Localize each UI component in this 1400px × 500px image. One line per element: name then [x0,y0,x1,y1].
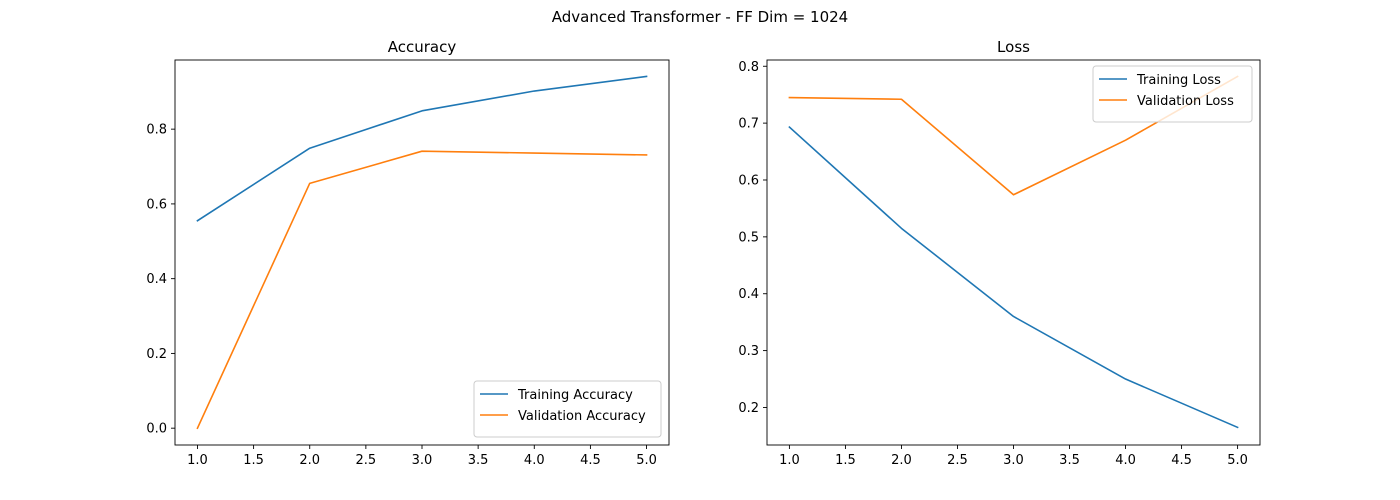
y-tick-label: 0.2 [738,401,759,416]
y-tick-label: 0.0 [146,422,167,437]
y-tick-label: 0.3 [738,344,759,359]
legend-entry: Validation Loss [1137,94,1234,109]
x-tick-label: 4.5 [580,453,601,468]
y-tick-label: 0.8 [146,123,167,138]
x-tick-label: 3.0 [412,453,433,468]
axes-title: Loss [997,38,1030,56]
y-tick-label: 0.7 [738,117,759,132]
x-tick-label: 4.0 [524,453,545,468]
axes-2: Loss 1.0 1.5 2.0 2.5 3.0 3.5 4.0 4.5 5.0 0.2 0.3 0.4… [738,38,1261,468]
x-tick-label: 5.0 [636,453,657,468]
x-tick-label: 2.0 [891,453,912,468]
axes-title: Accuracy [388,38,457,56]
x-tick-label: 4.5 [1171,453,1192,468]
legend-entry: Validation Accuracy [518,409,646,424]
y-tick-label: 0.2 [146,347,167,362]
y-tick-label: 0.8 [738,60,759,75]
x-tick-label: 5.0 [1227,453,1248,468]
y-tick-label: 0.4 [738,287,759,302]
x-tick-label: 1.5 [835,453,856,468]
legend: Training Loss Validation Loss [1092,65,1253,123]
legend-entry: Training Loss [1136,73,1221,88]
x-tick-label: 1.0 [779,453,800,468]
x-tick-label: 3.0 [1003,453,1024,468]
x-tick-label: 2.5 [356,453,377,468]
y-tick-label: 0.6 [738,173,759,188]
x-tick-label: 1.0 [187,453,208,468]
axes-1: Accuracy 1.0 1.5 2.0 2.5 3.0 3.5 4.0 4.5 5.0 0.0 0.… [146,38,670,468]
figure-suptitle: Advanced Transformer - FF Dim = 1024 [552,8,848,26]
series-line-training-loss [788,125,1239,429]
y-tick-label: 0.5 [738,230,759,245]
series-line-training-accuracy [196,75,648,222]
x-tick-label: 2.0 [299,453,320,468]
legend: Training Accuracy Validation Accuracy [473,380,662,438]
x-tick-label: 3.5 [468,453,489,468]
legend-box [1092,65,1253,123]
x-tick-label: 1.5 [243,453,264,468]
y-tick-label: 0.4 [146,272,167,287]
x-tick-label: 4.0 [1115,453,1136,468]
x-tick-label: 2.5 [947,453,968,468]
series-line-validation-accuracy [196,150,648,430]
y-tick-label: 0.6 [146,197,167,212]
legend-entry: Training Accuracy [517,388,633,403]
x-tick-label: 3.5 [1059,453,1080,468]
legend-box [473,380,662,438]
